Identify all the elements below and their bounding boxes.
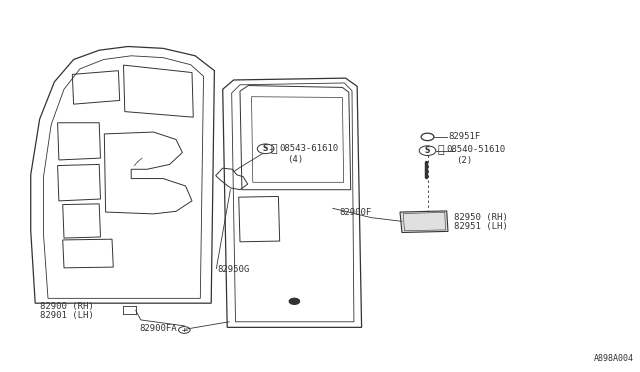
Circle shape <box>289 298 300 304</box>
Text: (4): (4) <box>287 155 303 164</box>
Text: 82900 (RH): 82900 (RH) <box>40 302 93 311</box>
Text: S: S <box>425 146 430 155</box>
Text: 08540-51610: 08540-51610 <box>447 145 506 154</box>
Text: 82950G: 82950G <box>218 265 250 274</box>
Text: 82951 (LH): 82951 (LH) <box>454 222 508 231</box>
Text: 82901 (LH): 82901 (LH) <box>40 311 93 320</box>
Text: S: S <box>263 144 268 153</box>
Text: 82951F: 82951F <box>448 132 480 141</box>
Text: Ⓢ: Ⓢ <box>437 145 444 155</box>
Text: Ⓢ: Ⓢ <box>270 144 276 154</box>
Text: 08543-61610: 08543-61610 <box>280 144 339 153</box>
Text: A898A004: A898A004 <box>594 354 634 363</box>
Text: 82950 (RH): 82950 (RH) <box>454 213 508 222</box>
Text: 82900F: 82900F <box>339 208 371 217</box>
Text: 82900FA: 82900FA <box>140 324 177 333</box>
Polygon shape <box>400 211 448 232</box>
Text: (2): (2) <box>456 156 472 165</box>
